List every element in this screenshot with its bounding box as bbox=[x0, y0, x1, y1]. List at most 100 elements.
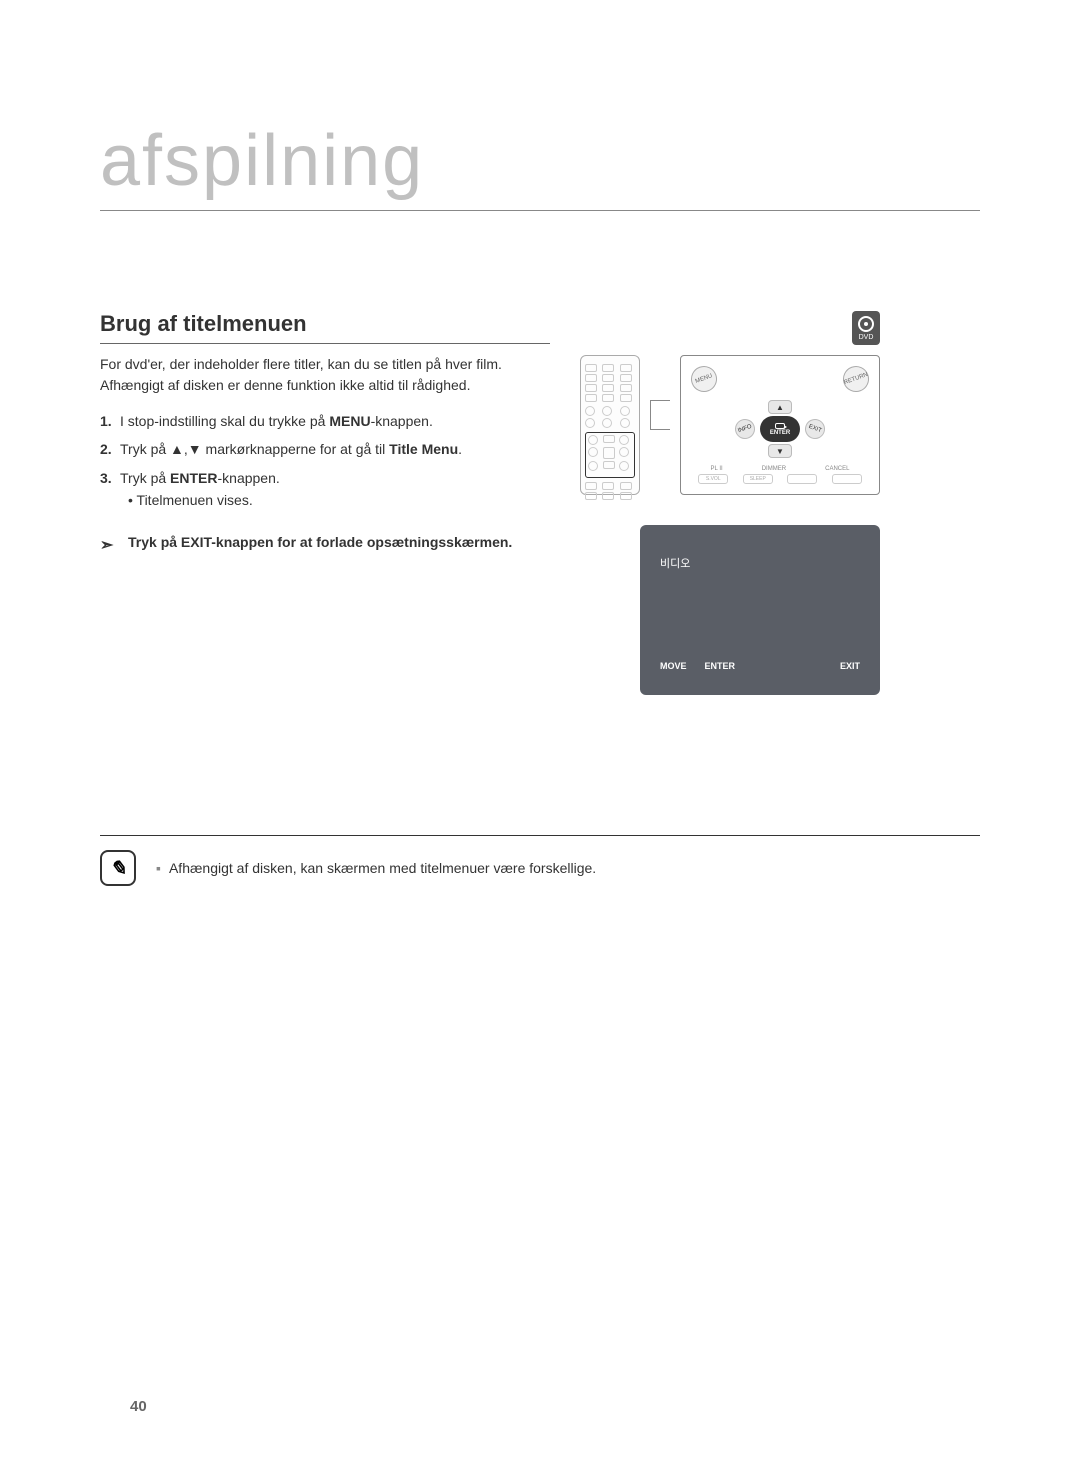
label: CANCEL bbox=[825, 466, 849, 472]
mini-button bbox=[602, 394, 614, 402]
mini-button bbox=[620, 374, 632, 382]
mini-button bbox=[602, 406, 612, 416]
dpad-down-button: ▼ bbox=[768, 444, 792, 458]
note-icon: ✎ bbox=[100, 850, 136, 886]
mini-button bbox=[620, 418, 630, 428]
zoom-bottom-buttons: S.VOL SLEEP bbox=[691, 474, 869, 484]
tv-bottom-bar: MOVE ENTER EXIT bbox=[660, 661, 860, 671]
remote-zoom: MENU RETURN ▲ ▼ INFO EXIT ENTER PL II DI… bbox=[680, 355, 880, 495]
remote-grid bbox=[585, 406, 635, 428]
step-bold: Title Menu bbox=[389, 441, 458, 457]
mini-button bbox=[588, 447, 598, 457]
enter-button: ENTER bbox=[760, 416, 800, 442]
mini-button bbox=[602, 384, 614, 392]
mini-button bbox=[585, 406, 595, 416]
label: PL II bbox=[711, 466, 723, 472]
step-text: Tryk på bbox=[120, 470, 170, 486]
mini-button bbox=[585, 394, 597, 402]
zoom-top-row: MENU RETURN bbox=[691, 366, 869, 392]
content-row: Brug af titelmenuen For dvd'er, der inde… bbox=[100, 311, 980, 695]
remote-small bbox=[580, 355, 640, 495]
return-button: RETURN bbox=[839, 362, 872, 395]
enter-icon bbox=[775, 423, 785, 429]
mini-button bbox=[603, 435, 615, 443]
page-title: afspilning bbox=[100, 120, 980, 211]
mini-button bbox=[620, 482, 632, 490]
step-number: 3. bbox=[100, 467, 112, 489]
tv-move-label: MOVE bbox=[660, 661, 687, 671]
right-column: DVD bbox=[580, 311, 880, 695]
tv-exit-label: EXIT bbox=[840, 661, 860, 671]
small-button: SLEEP bbox=[743, 474, 773, 484]
tv-bottom-left: MOVE ENTER bbox=[660, 661, 735, 671]
mini-button bbox=[619, 461, 629, 471]
step-bold: ENTER bbox=[170, 470, 217, 486]
mini-button bbox=[588, 435, 598, 445]
step-3: 3. Tryk på ENTER-knappen. • Titelmenuen … bbox=[100, 467, 550, 512]
small-button bbox=[832, 474, 862, 484]
sub-bullet: • Titelmenuen vises. bbox=[128, 489, 550, 511]
exit-button: EXIT bbox=[802, 416, 828, 442]
mini-button bbox=[585, 384, 597, 392]
remote-grid bbox=[585, 364, 635, 402]
note-bullet-icon: ▪ bbox=[156, 860, 161, 876]
mini-button bbox=[620, 406, 630, 416]
disc-icon bbox=[858, 316, 874, 332]
dpad: ▲ ▼ INFO EXIT ENTER bbox=[735, 400, 825, 458]
remote-grid bbox=[585, 482, 635, 500]
menu-button: MENU bbox=[687, 362, 720, 395]
mini-button bbox=[602, 374, 614, 382]
page-number: 40 bbox=[130, 1398, 147, 1415]
step-2: 2. Tryk på ▲,▼ markørknapperne for at gå… bbox=[100, 438, 550, 460]
connector-line bbox=[650, 400, 670, 430]
mini-button bbox=[588, 461, 598, 471]
mini-button bbox=[602, 482, 614, 490]
mini-button bbox=[585, 482, 597, 490]
step-number: 2. bbox=[100, 438, 112, 460]
mini-button bbox=[602, 418, 612, 428]
connector bbox=[650, 355, 670, 495]
dvd-badge-label: DVD bbox=[859, 334, 874, 341]
highlight-zone bbox=[585, 432, 635, 478]
hint-text: ➣ Tryk på EXIT-knappen for at forlade op… bbox=[100, 532, 550, 553]
intro-text: For dvd'er, der indeholder flere titler,… bbox=[100, 354, 550, 396]
tv-screen: 비디오 MOVE ENTER EXIT bbox=[640, 525, 880, 695]
note-row: ✎ ▪Afhængigt af disken, kan skærmen med … bbox=[100, 835, 980, 886]
hint-arrow-icon: ➣ bbox=[100, 534, 113, 558]
dvd-badge: DVD bbox=[852, 311, 880, 345]
step-post: . bbox=[458, 441, 462, 457]
label: DIMMER bbox=[762, 466, 786, 472]
step-text: Tryk på ▲,▼ markørknapperne for at gå ti… bbox=[120, 441, 389, 457]
mini-button bbox=[619, 447, 629, 457]
note-text: ▪Afhængigt af disken, kan skærmen med ti… bbox=[156, 860, 596, 876]
mini-button bbox=[603, 447, 615, 459]
mini-button bbox=[585, 492, 597, 500]
mini-button bbox=[620, 364, 632, 372]
step-1: 1. I stop-indstilling skal du trykke på … bbox=[100, 410, 550, 432]
step-post: -knappen. bbox=[371, 413, 433, 429]
mini-button bbox=[585, 374, 597, 382]
step-number: 1. bbox=[100, 410, 112, 432]
mini-button bbox=[619, 435, 629, 445]
mini-button bbox=[602, 364, 614, 372]
step-text: I stop-indstilling skal du trykke på bbox=[120, 413, 329, 429]
remote-diagram: MENU RETURN ▲ ▼ INFO EXIT ENTER PL II DI… bbox=[580, 355, 880, 495]
section-title: Brug af titelmenuen bbox=[100, 311, 550, 344]
zoom-bottom-labels: PL II DIMMER CANCEL bbox=[691, 466, 869, 472]
small-button bbox=[787, 474, 817, 484]
mini-button bbox=[602, 492, 614, 500]
mini-button bbox=[620, 394, 632, 402]
mini-button bbox=[585, 418, 595, 428]
tv-enter-label: ENTER bbox=[705, 661, 736, 671]
dpad-up-button: ▲ bbox=[768, 400, 792, 414]
mini-button bbox=[603, 461, 615, 469]
mini-button bbox=[620, 492, 632, 500]
enter-label: ENTER bbox=[770, 430, 790, 436]
info-button: INFO bbox=[732, 416, 758, 442]
mini-button bbox=[585, 364, 597, 372]
tv-label: 비디오 bbox=[660, 555, 860, 571]
left-column: Brug af titelmenuen For dvd'er, der inde… bbox=[100, 311, 550, 695]
step-bold: MENU bbox=[329, 413, 370, 429]
small-button: S.VOL bbox=[698, 474, 728, 484]
steps-list: 1. I stop-indstilling skal du trykke på … bbox=[100, 410, 550, 512]
